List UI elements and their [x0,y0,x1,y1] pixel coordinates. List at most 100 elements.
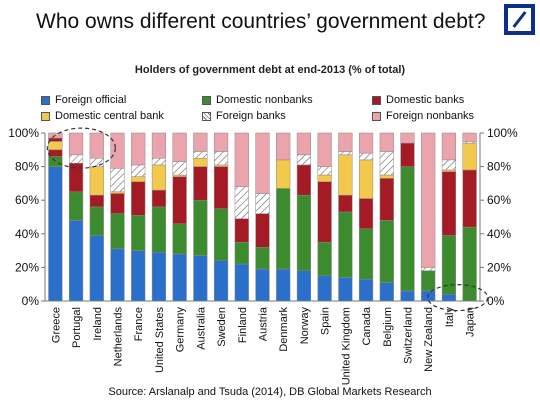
bar-segment-foreign-banks [68,154,84,164]
bar-segment-foreign-official [172,253,187,302]
logo-inner-square [508,8,531,31]
bar-segment-foreign-nonbanks [255,132,270,194]
bar-segment-domestic-banks [379,178,394,221]
bar-segment-domestic-central-bank [131,176,146,182]
legend-swatch-foreign-nonbanks [372,112,381,121]
bar-segment-foreign-nonbanks [89,132,104,159]
y-tick-label-right: 80% [487,160,511,174]
bar-segment-domestic-nonbanks [110,213,125,250]
bar-segment-foreign-banks [89,157,104,167]
legend-swatch-foreign-official [41,96,50,105]
bar-segment-foreign-banks [255,193,270,214]
bar-segment-domestic-central-bank [48,141,63,151]
y-tick-label-left: 20% [15,260,39,274]
bar-segment-domestic-banks [234,218,249,243]
y-tick-label-left: 40% [15,227,39,241]
bar-segment-domestic-nonbanks [213,208,229,261]
bar-segment-foreign-banks [441,159,457,171]
bar-segment-foreign-nonbanks [68,132,84,156]
bar-segment-foreign-nonbanks [193,132,208,152]
bar-segment-foreign-official [193,255,208,302]
x-tick-label: Spain [320,307,332,335]
x-tick-label: United Kingdom [340,307,352,385]
y-tick-label-left: 80% [15,160,39,174]
bar-segment-foreign-official [400,290,415,302]
highlight-ellipse-japan [427,284,489,312]
bar-segment-foreign-official [255,268,270,302]
bar-segment-foreign-banks [213,151,229,166]
x-tick-label: New Zealand [423,307,435,372]
bar-segment-domestic-banks [48,149,63,157]
bar-segment-foreign-banks [110,168,125,193]
y-tick-label-left: 0% [22,294,40,308]
x-tick-label: Japan [465,307,477,337]
chart-title: Holders of government debt at end-2013 (… [134,64,406,76]
bar-segment-domestic-nonbanks [276,188,291,270]
bar-segment-foreign-official [48,166,63,302]
bar-segment-domestic-nonbanks [296,194,312,272]
x-tick-label: Austria [258,306,270,341]
x-tick-label: Italy [444,307,456,328]
bar-segment-foreign-nonbanks [234,132,249,188]
bar-segment-domestic-banks [172,176,187,224]
highlight-ellipse-greece [46,127,116,169]
bar-segment-domestic-central-bank [276,159,291,189]
bar-segment-domestic-nonbanks [89,206,104,236]
bar-segment-domestic-nonbanks [317,241,332,277]
bar-segment-domestic-nonbanks [255,246,270,270]
bar-segment-foreign-nonbanks [379,132,394,152]
deutsche-bank-logo [504,4,535,35]
legend-swatch-domestic-nonbanks [202,96,211,105]
legend-label-domestic-nonbanks: Domestic nonbanks [216,94,313,106]
x-tick-label: France [133,307,145,341]
bar-segment-domestic-banks [48,137,63,142]
bar-segment-domestic-central-bank [110,191,125,194]
x-tick-label: Germany [175,307,187,353]
x-tick-label: Australia [195,306,207,350]
bar-segment-domestic-banks [213,166,229,209]
y-tick-label-right: 40% [487,227,511,241]
bar-segment-foreign-nonbanks [131,132,146,166]
bar-segment-foreign-banks [193,151,208,159]
bar-segment-foreign-nonbanks [172,132,187,162]
legend-label-foreign-banks: Foreign banks [216,110,286,122]
x-tick-label: Belgium [382,307,394,347]
source-note: Source: Arslanalp and Tsuda (2014), DB G… [108,386,432,398]
y-tick-label-left: 60% [15,193,39,207]
bar-segment-foreign-banks [317,166,332,176]
bar-segment-foreign-official [151,252,167,302]
x-tick-label: Switzerland [403,307,415,364]
bar-segment-foreign-nonbanks [276,132,291,161]
bar-segment-foreign-nonbanks [151,132,167,159]
bar-segment-foreign-nonbanks [213,132,229,152]
legend-label-domestic-central-bank: Domestic central bank [55,110,164,122]
bar-segment-domestic-central-bank [172,174,187,177]
bar-segment-domestic-central-bank [317,174,332,182]
bar-segment-foreign-banks [234,186,249,219]
bar-segment-foreign-official [131,250,146,302]
bar-segment-domestic-central-bank [379,174,394,179]
bar-segment-domestic-central-bank [89,166,104,196]
x-tick-label: Denmark [278,307,290,352]
bar-segment-foreign-nonbanks [296,132,312,156]
bar-segment-domestic-nonbanks [338,211,353,278]
bar-segment-foreign-official [317,275,332,302]
bar-segment-domestic-central-bank [213,164,229,167]
bar-segment-domestic-nonbanks [68,191,84,221]
bar-segment-foreign-nonbanks [441,132,457,161]
x-tick-label: United States [154,307,166,374]
legend-label-foreign-official: Foreign official [55,94,127,106]
bar-segment-domestic-nonbanks [234,241,249,265]
bar-segment-foreign-nonbanks [462,132,477,142]
y-tick-label-right: 100% [487,126,518,140]
x-tick-label: Sweden [216,307,228,347]
bar-segment-domestic-central-bank [358,159,374,199]
bar-segment-domestic-nonbanks [400,166,415,292]
slide-title: Who owns different countries’ government… [36,10,486,33]
bar-segment-domestic-central-bank [441,169,457,172]
legend-label-domestic-banks: Domestic banks [386,94,465,106]
bar-segment-foreign-banks [379,151,394,176]
bar-segment-foreign-nonbanks [338,132,353,152]
bar-segment-domestic-central-bank [193,157,208,167]
